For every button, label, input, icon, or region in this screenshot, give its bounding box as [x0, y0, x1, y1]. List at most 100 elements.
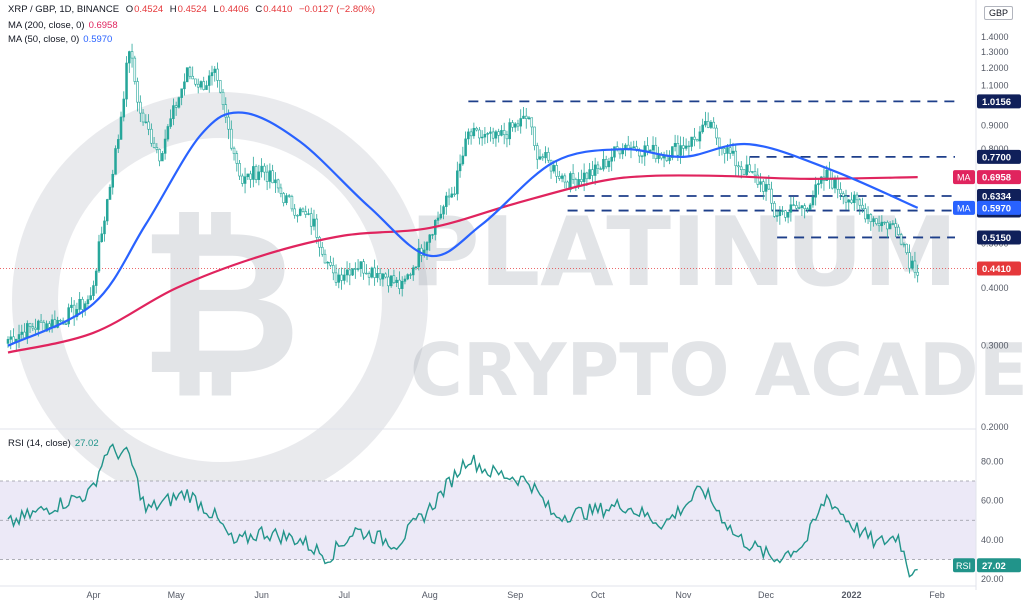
- candle-body: [400, 281, 404, 289]
- candle-body: [500, 130, 503, 136]
- candle-body: [684, 145, 688, 149]
- candle-body: [781, 210, 784, 212]
- candle-body: [155, 147, 159, 150]
- candle-body: [709, 121, 713, 128]
- candle-body: [392, 275, 396, 283]
- candle-body: [387, 276, 390, 287]
- candle-body: [260, 165, 263, 173]
- candle-body: [235, 153, 239, 164]
- candle-body: [905, 243, 908, 254]
- candle-body: [425, 242, 429, 251]
- candle-body: [381, 273, 385, 280]
- candle-body: [902, 243, 906, 246]
- candle-body: [604, 158, 608, 168]
- candle-body: [152, 142, 156, 148]
- candle-body: [886, 221, 889, 230]
- candle-body: [899, 234, 903, 245]
- candle-body: [880, 221, 884, 227]
- candle-body: [141, 112, 145, 123]
- rsi-tick-label: 20.00: [981, 574, 1004, 584]
- price-tags: 1.01560.77000.63340.58900.5150MA0.6958MA…: [953, 94, 1021, 573]
- candle-body: [825, 169, 828, 181]
- candle-body: [508, 122, 511, 140]
- level-tag-bg: [977, 94, 1021, 109]
- candle-body: [279, 187, 283, 194]
- candle-body: [555, 165, 558, 177]
- candle-body: [128, 51, 131, 64]
- candle-body: [478, 129, 481, 139]
- candle-body: [712, 121, 715, 129]
- candle-body: [254, 166, 258, 180]
- candle-body: [414, 266, 418, 269]
- candle-body: [541, 156, 545, 159]
- candle-body: [775, 215, 779, 217]
- candle-body: [745, 164, 749, 175]
- candle-body: [654, 144, 658, 159]
- ma50-label: MA (50, close, 0): [8, 34, 80, 45]
- watermark-line2: CRYPTO ACADEMY: [410, 328, 1024, 412]
- candle-body: [122, 98, 126, 118]
- candle-body: [739, 166, 743, 170]
- header-ma200: MA (200, close, 0) 0.6958: [8, 20, 122, 31]
- rsi-header-value: 27.02: [74, 438, 99, 449]
- candle-body: [610, 156, 613, 162]
- candle-body: [296, 214, 299, 217]
- low-value: 0.4406: [219, 4, 249, 15]
- candle-body: [395, 279, 398, 283]
- candle-body: [770, 188, 773, 204]
- candle-body: [94, 270, 98, 286]
- level-tag-label: 1.0156: [982, 97, 1011, 108]
- high-label: H: [169, 4, 177, 15]
- candle-body: [560, 175, 564, 179]
- candle-body: [731, 150, 735, 154]
- candle-body: [671, 146, 674, 158]
- candle-body: [282, 193, 285, 204]
- candle-body: [428, 234, 432, 243]
- price-tick-label: 0.3000: [981, 341, 1009, 351]
- candle-body: [913, 260, 917, 273]
- candle-body: [571, 173, 575, 180]
- candle-body: [778, 211, 782, 216]
- currency-badge[interactable]: GBP: [984, 6, 1014, 20]
- time-tick-label: Dec: [758, 590, 775, 600]
- candle-body: [574, 179, 578, 187]
- candle-body: [445, 195, 448, 207]
- price-tick-label: 0.8000: [981, 144, 1009, 154]
- candle-body: [67, 307, 70, 325]
- rsi-tick-label: 40.00: [981, 535, 1004, 545]
- level-tag-label: 0.6334: [982, 191, 1012, 202]
- candle-body: [246, 173, 250, 178]
- rsi-tick-label: 80.00: [981, 456, 1004, 466]
- candle-body: [839, 188, 842, 194]
- rsi-line: [7, 443, 918, 578]
- candle-body: [103, 220, 106, 235]
- candle-body: [180, 88, 183, 98]
- candle-body: [373, 267, 376, 278]
- candle-body: [673, 143, 677, 147]
- candle-body: [72, 304, 76, 318]
- candle-body: [767, 184, 771, 190]
- candle-body: [855, 194, 859, 201]
- ma200-line: [7, 174, 918, 354]
- candle-body: [9, 336, 13, 340]
- candle-body: [268, 170, 272, 182]
- candle-body: [232, 147, 236, 154]
- candle-body: [803, 205, 806, 209]
- price-tick-label: 1.2000: [981, 63, 1009, 73]
- rsi-prefix-label: RSI: [956, 561, 971, 571]
- candle-body: [552, 165, 556, 172]
- candle-body: [467, 131, 470, 140]
- price-tag-bg: [977, 170, 1021, 185]
- header-ma50: MA (50, close, 0) 0.5970: [8, 34, 116, 45]
- candle-body: [376, 273, 379, 278]
- time-tick-label: Apr: [86, 590, 100, 600]
- candle-body: [227, 116, 230, 130]
- candle-body: [196, 83, 200, 88]
- candle-body: [343, 274, 346, 281]
- candle-body: [37, 320, 40, 330]
- price-tick-label: 0.4000: [981, 283, 1009, 293]
- candle-body: [695, 139, 699, 142]
- candle-body: [759, 181, 762, 185]
- price-tag-label: 0.6958: [982, 173, 1011, 184]
- candle-body: [238, 163, 241, 177]
